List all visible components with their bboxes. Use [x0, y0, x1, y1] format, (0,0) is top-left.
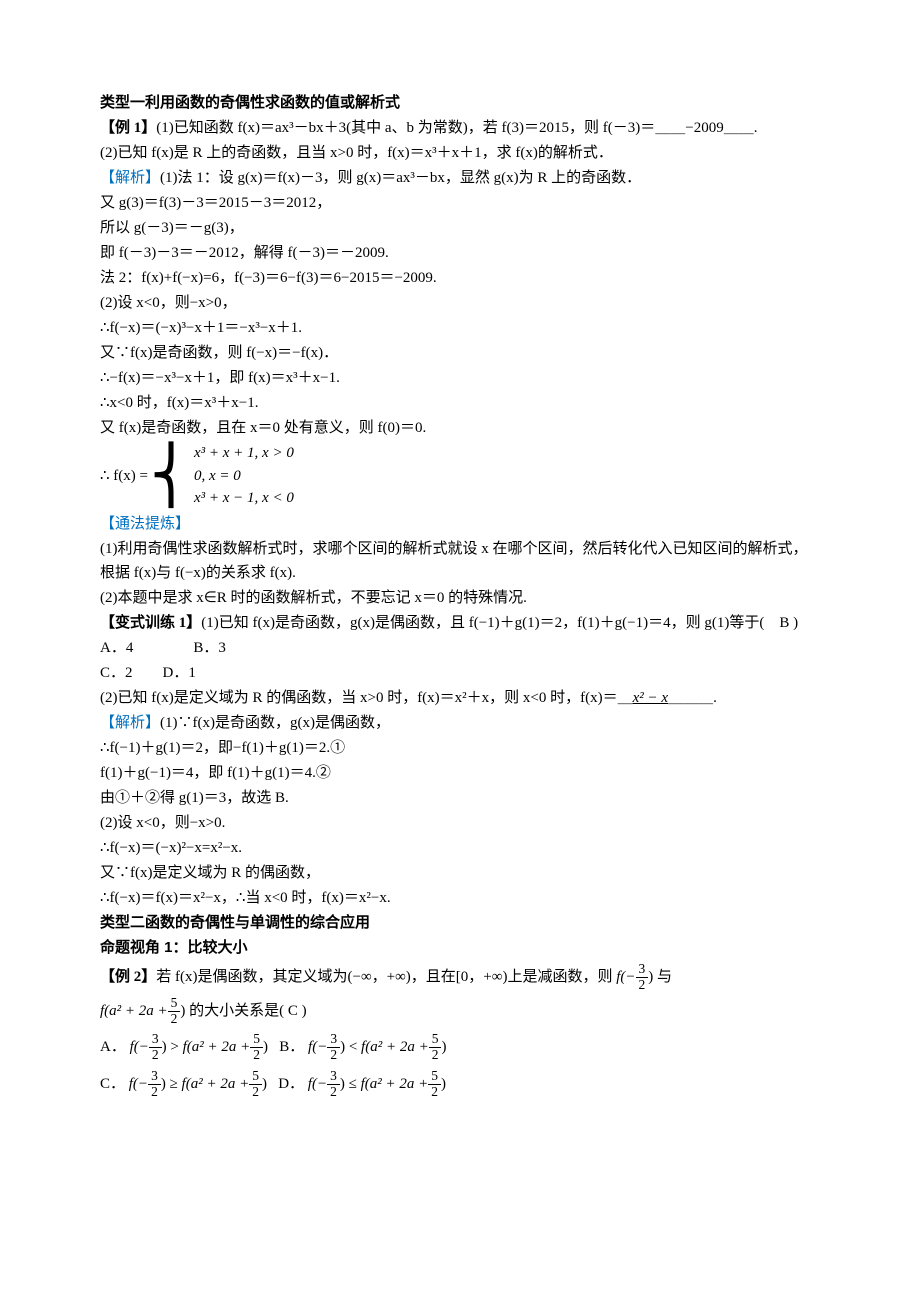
method-label: 【通法提炼】	[100, 512, 820, 536]
sol1-l3: 所以 g(－3)＝－g(3)，	[100, 216, 820, 240]
sol1-l1: 【解析】(1)法 1：设 g(x)＝f(x)－3，则 g(x)＝ax³－bx，显…	[100, 166, 820, 190]
sol2-l1: 【解析】(1)∵f(x)是奇函数，g(x)是偶函数，	[100, 711, 820, 735]
case3: x³ + x − 1, x < 0	[194, 487, 294, 510]
piecewise-cases: x³ + x + 1, x > 0 0, x = 0 x³ + x − 1, x…	[194, 442, 294, 510]
var1-q2: (2)已知 f(x)是定义域为 R 的偶函数，当 x>0 时，f(x)＝x²＋x…	[100, 686, 820, 710]
sol1-l7: ∴f(−x)＝(−x)³−x＋1＝−x³−x＋1.	[100, 316, 820, 340]
sol1-l9: ∴−f(x)＝−x³−x＋1，即 f(x)＝x³＋x−1.	[100, 366, 820, 390]
sol1-l8: 又∵f(x)是奇函数，则 f(−x)＝−f(x)．	[100, 341, 820, 365]
sol2-l7: 又∵f(x)是定义域为 R 的偶函数，	[100, 861, 820, 885]
method-l1: (1)利用奇偶性求函数解析式时，求哪个区间的解析式就设 x 在哪个区间，然后转化…	[100, 537, 820, 585]
angle1: 命题视角 1：比较大小	[100, 936, 820, 960]
type1-heading: 类型一利用函数的奇偶性求函数的值或解析式	[100, 91, 820, 115]
sol2-l6: ∴f(−x)＝(−x)²−x=x²−x.	[100, 836, 820, 860]
sol2-l4: 由①＋②得 g(1)＝3，故选 B.	[100, 786, 820, 810]
case2: 0, x = 0	[194, 465, 294, 488]
ex2-opts-cd: C． f(−32) ≥ f(a² + 2a +52) D． f(−32) ≤ f…	[100, 1066, 820, 1102]
sol1-l5: 法 2：f(x)+f(−x)=6，f(−3)＝6−f(3)＝6−2015＝−20…	[100, 266, 820, 290]
sol2-l3: f(1)＋g(−1)＝4，即 f(1)＋g(1)＝4.②	[100, 761, 820, 785]
sol1-l4: 即 f(－3)－3＝－2012，解得 f(－3)＝－2009.	[100, 241, 820, 265]
type2-heading: 类型二函数的奇偶性与单调性的综合应用	[100, 911, 820, 935]
ex1-line1: 【例 1】(1)已知函数 f(x)＝ax³－bx＋3(其中 a、b 为常数)，若…	[100, 116, 820, 140]
method-l2: (2)本题中是求 x∈R 时的函数解析式，不要忘记 x＝0 的特殊情况.	[100, 586, 820, 610]
ex1-line2: (2)已知 f(x)是 R 上的奇函数，且当 x>0 时，f(x)＝x³＋x＋1…	[100, 141, 820, 165]
sol2-l8: ∴f(−x)＝f(x)＝x²−x，∴当 x<0 时，f(x)＝x²−x.	[100, 886, 820, 910]
sol1-l2: 又 g(3)＝f(3)－3＝2015－3＝2012，	[100, 191, 820, 215]
ex2-question: 【例 2】若 f(x)是偶函数，其定义域为(−∞，+∞)，且在[0，+∞)上是减…	[100, 961, 820, 994]
sol1-l10: ∴x<0 时，f(x)＝x³＋x−1.	[100, 391, 820, 415]
sol2-l5: (2)设 x<0，则−x>0.	[100, 811, 820, 835]
brace-icon: ⎨	[150, 448, 192, 504]
var1-opts-ab: A．4 B．3	[100, 636, 820, 660]
ex2-opts-ab: A． f(−32) > f(a² + 2a +52) B． f(−32) < f…	[100, 1029, 820, 1065]
sol2-l2: ∴f(−1)＋g(1)＝2，即−f(1)＋g(1)＝2.①	[100, 736, 820, 760]
ex2-question-line2: f(a² + 2a +52) 的大小关系是( C )	[100, 995, 820, 1028]
piecewise-lead: ∴ f(x) =	[100, 464, 148, 488]
sol1-l11: 又 f(x)是奇函数，且在 x＝0 处有意义，则 f(0)＝0.	[100, 416, 820, 440]
sol1-l6: (2)设 x<0，则−x>0，	[100, 291, 820, 315]
piecewise-formula: ∴ f(x) = ⎨ x³ + x + 1, x > 0 0, x = 0 x³…	[100, 442, 820, 510]
var1-opts-cd: C．2 D．1	[100, 661, 820, 685]
var1-q1: 【变式训练 1】(1)已知 f(x)是奇函数，g(x)是偶函数，且 f(−1)＋…	[100, 611, 820, 635]
case1: x³ + x + 1, x > 0	[194, 442, 294, 465]
